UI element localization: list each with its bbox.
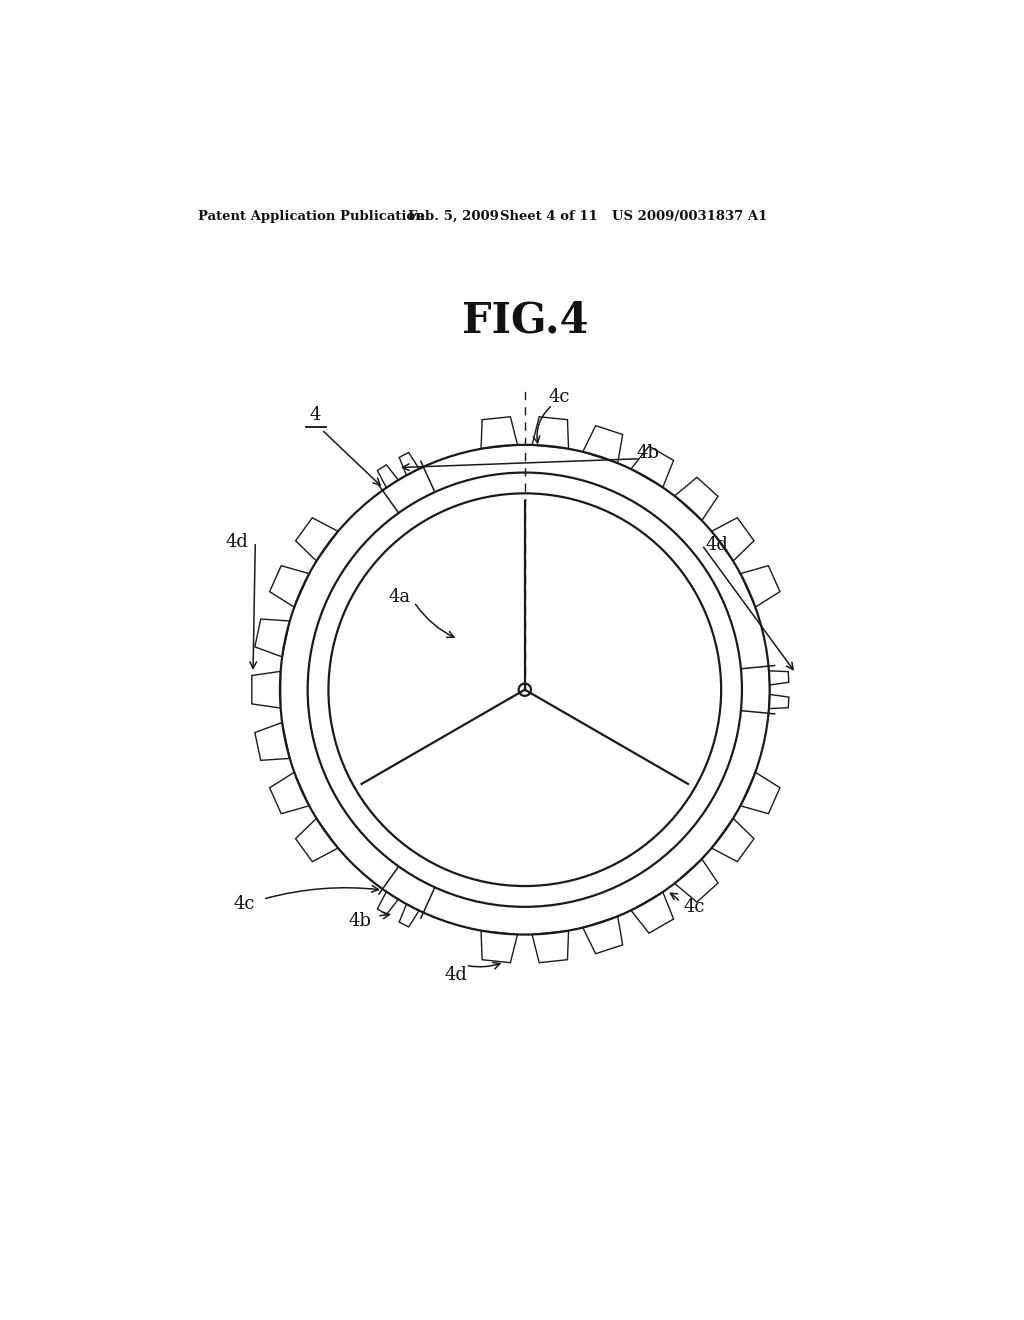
Text: 4c: 4c	[549, 388, 570, 407]
Text: FIG.4: FIG.4	[462, 300, 588, 341]
Text: 4a: 4a	[389, 589, 411, 606]
Text: 4d: 4d	[706, 536, 729, 554]
Text: 4d: 4d	[225, 533, 248, 550]
Text: 4: 4	[309, 407, 322, 424]
Text: 4b: 4b	[637, 444, 659, 462]
Text: US 2009/0031837 A1: US 2009/0031837 A1	[611, 210, 767, 223]
Text: 4d: 4d	[444, 966, 467, 983]
Text: Patent Application Publication: Patent Application Publication	[199, 210, 425, 223]
Text: 4c: 4c	[683, 898, 705, 916]
Text: 4b: 4b	[348, 912, 372, 929]
Text: 4c: 4c	[233, 895, 255, 912]
Text: Sheet 4 of 11: Sheet 4 of 11	[500, 210, 598, 223]
Text: Feb. 5, 2009: Feb. 5, 2009	[408, 210, 499, 223]
